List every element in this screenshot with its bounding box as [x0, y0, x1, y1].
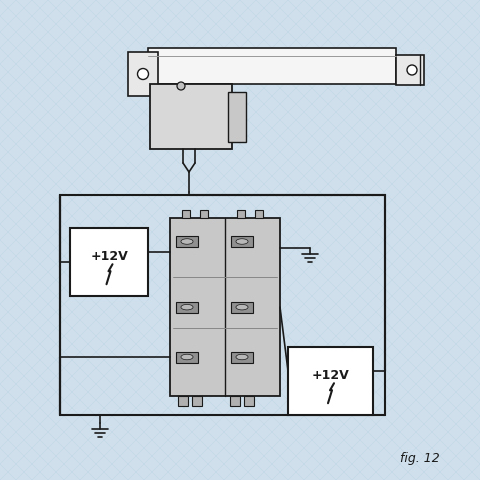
Bar [231, 236, 253, 247]
Circle shape [137, 69, 148, 80]
Bar [230, 396, 240, 406]
Bar [200, 210, 208, 218]
Bar [396, 55, 424, 85]
Bar [182, 210, 190, 218]
Ellipse shape [236, 304, 248, 310]
Bar [288, 347, 373, 415]
Bar [148, 48, 396, 84]
Bar [176, 236, 198, 247]
Bar [231, 351, 253, 362]
Bar [176, 301, 198, 312]
Circle shape [407, 65, 417, 75]
Ellipse shape [236, 354, 248, 360]
Bar [60, 195, 385, 415]
Bar [70, 228, 148, 296]
Bar [255, 210, 263, 218]
Text: +12V: +12V [90, 250, 128, 263]
Ellipse shape [181, 354, 193, 360]
Text: +12V: +12V [312, 369, 349, 382]
Bar [178, 396, 188, 406]
Bar [231, 301, 253, 312]
Ellipse shape [181, 304, 193, 310]
Text: fig. 12: fig. 12 [400, 452, 440, 465]
Bar [170, 218, 280, 396]
Ellipse shape [181, 239, 193, 244]
Bar [128, 52, 158, 96]
Bar [176, 351, 198, 362]
Bar [244, 396, 254, 406]
Bar [228, 92, 246, 142]
Circle shape [177, 82, 185, 90]
Bar [237, 210, 245, 218]
Bar [192, 396, 202, 406]
Bar [150, 84, 232, 149]
Ellipse shape [236, 239, 248, 244]
